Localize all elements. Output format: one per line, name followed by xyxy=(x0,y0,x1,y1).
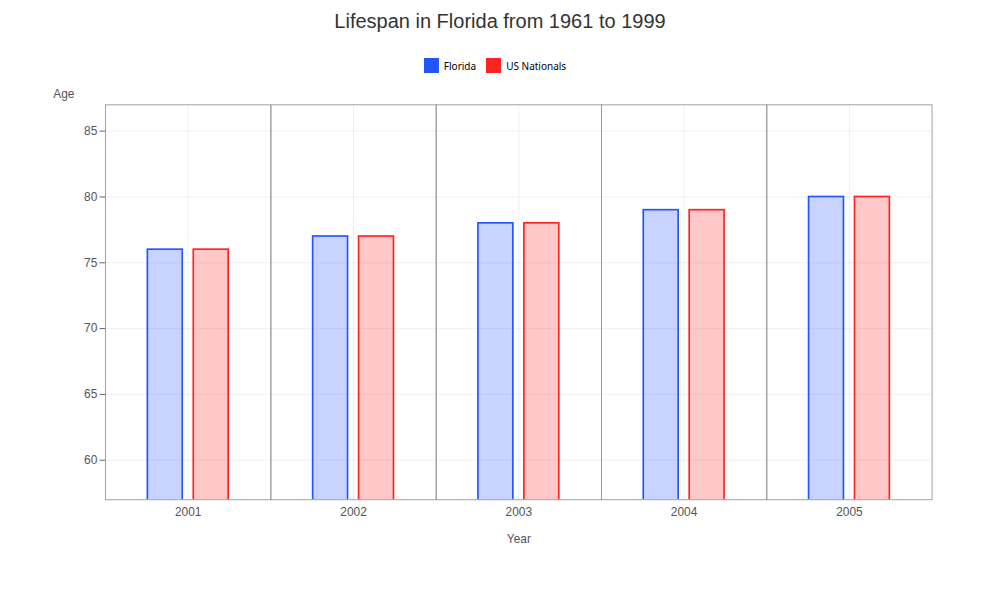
svg-text:Year: Year xyxy=(507,532,531,545)
svg-text:2004: 2004 xyxy=(671,505,698,519)
svg-text:70: 70 xyxy=(84,321,98,335)
svg-text:65: 65 xyxy=(84,387,98,401)
svg-text:2003: 2003 xyxy=(506,505,533,519)
html-text:Florida: Florida xyxy=(443,58,477,73)
svg-text:80: 80 xyxy=(84,190,98,204)
svg-text:85: 85 xyxy=(84,124,98,138)
svg-text:2002: 2002 xyxy=(340,505,367,519)
html-text:US Nationals: US Nationals xyxy=(506,58,567,73)
svg-text:2005: 2005 xyxy=(836,505,863,519)
svg-text:2001: 2001 xyxy=(175,505,202,519)
svg-text:Age: Age xyxy=(53,87,75,101)
svg-text:60: 60 xyxy=(84,453,98,467)
html-text:Lifespan in Florida from 1961: Lifespan in Florida from 1961 to 1999 xyxy=(334,10,666,32)
svg-text:75: 75 xyxy=(84,256,98,270)
